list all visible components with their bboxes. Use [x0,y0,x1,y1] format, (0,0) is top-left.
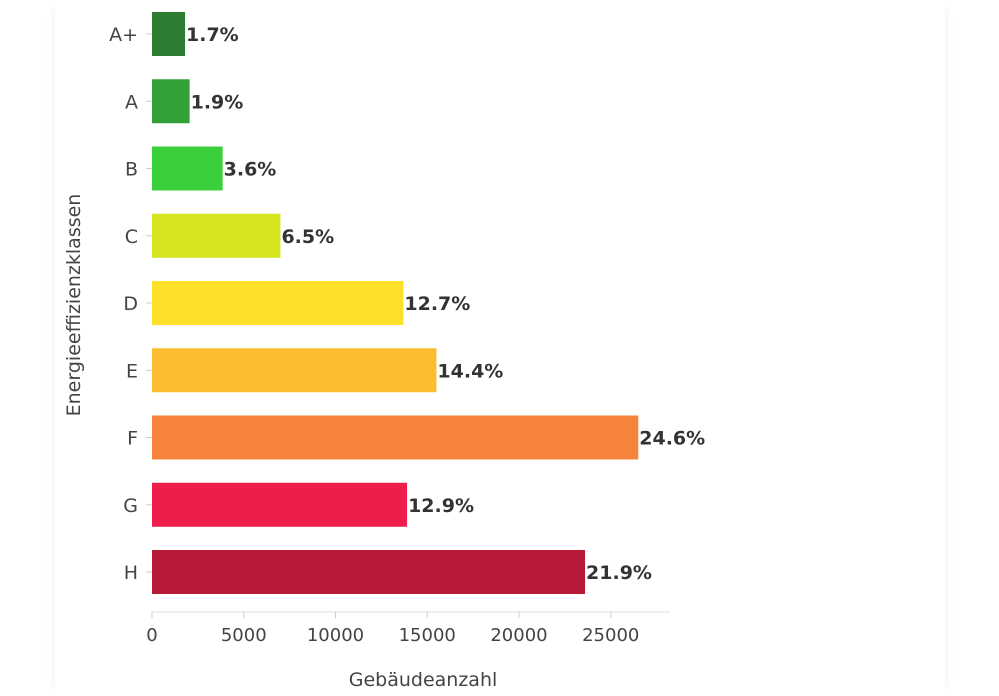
bar-g [152,482,408,527]
category-label-f: F [127,428,138,450]
category-label-g: G [123,495,138,517]
x-tick-label-25000: 25000 [582,625,639,646]
x-tick-label-0: 0 [146,625,157,646]
value-label-d: 12.7% [404,293,470,315]
bar-c [152,213,281,258]
x-tick-label-20000: 20000 [490,625,547,646]
category-label-a-plus: A+ [109,24,138,46]
value-label-c: 6.5% [281,226,334,248]
bar-b [152,146,223,191]
bar-group: A+ 1.7% A 1.9% B 3.6% C 6.5% D 12.7% E 14.4% F 24.6% G… [109,12,705,594]
bar-a-plus [152,12,186,56]
category-label-d: D [123,293,138,315]
value-label-f: 24.6% [639,428,705,450]
bar-e [152,348,437,393]
bar-d [152,281,404,325]
bar-a [152,79,190,124]
category-label-a: A [125,91,138,113]
category-label-e: E [126,360,138,382]
x-tick-label-5000: 5000 [221,625,267,646]
x-tick-label-15000: 15000 [399,625,456,646]
value-label-h: 21.9% [586,562,652,584]
value-label-a-plus: 1.7% [186,24,239,46]
category-label-b: B [125,159,138,181]
bar-f [152,415,639,460]
x-axis-title: Gebäudeanzahl [349,669,498,691]
value-label-e: 14.4% [437,360,503,382]
value-label-b: 3.6% [224,159,277,181]
value-label-a: 1.9% [191,91,244,113]
y-axis-title: Energieeffizienzklassen [63,194,85,417]
x-tick-group: 0 5000 10000 15000 20000 25000 [146,612,639,646]
category-label-c: C [125,226,138,248]
category-label-h: H [124,562,138,584]
bar-h [152,550,586,594]
value-label-g: 12.9% [408,495,474,517]
x-tick-label-10000: 10000 [307,625,364,646]
